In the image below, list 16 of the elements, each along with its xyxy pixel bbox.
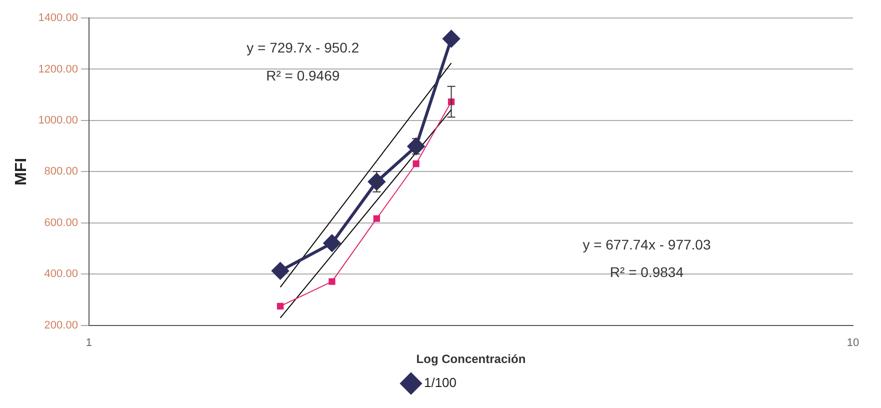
legend-label: 1/100 xyxy=(424,375,457,390)
y-tick-label: 200.00 xyxy=(44,319,78,332)
annotation: R² = 0.9834 xyxy=(610,264,684,280)
y-axis-title: MFI xyxy=(13,158,30,186)
y-tick-label: 1400.00 xyxy=(38,12,78,24)
y-tick-label: 800.00 xyxy=(44,166,78,178)
x-tick-label: 1 xyxy=(86,337,92,350)
annotation: y = 677.74x - 977.03 xyxy=(582,236,711,252)
y-tick-label: 600.00 xyxy=(44,216,78,229)
y-tick-label: 400.00 xyxy=(44,268,78,280)
x-axis-title: Log Concentración xyxy=(416,352,526,366)
y-tick-label: 1200.00 xyxy=(38,63,78,76)
annotation: R² = 0.9469 xyxy=(266,67,340,84)
annotation: y = 729.7x - 950.2 xyxy=(246,40,360,56)
y-tick-label: 1000.00 xyxy=(38,114,78,126)
x-tick-label: 10 xyxy=(846,337,860,350)
